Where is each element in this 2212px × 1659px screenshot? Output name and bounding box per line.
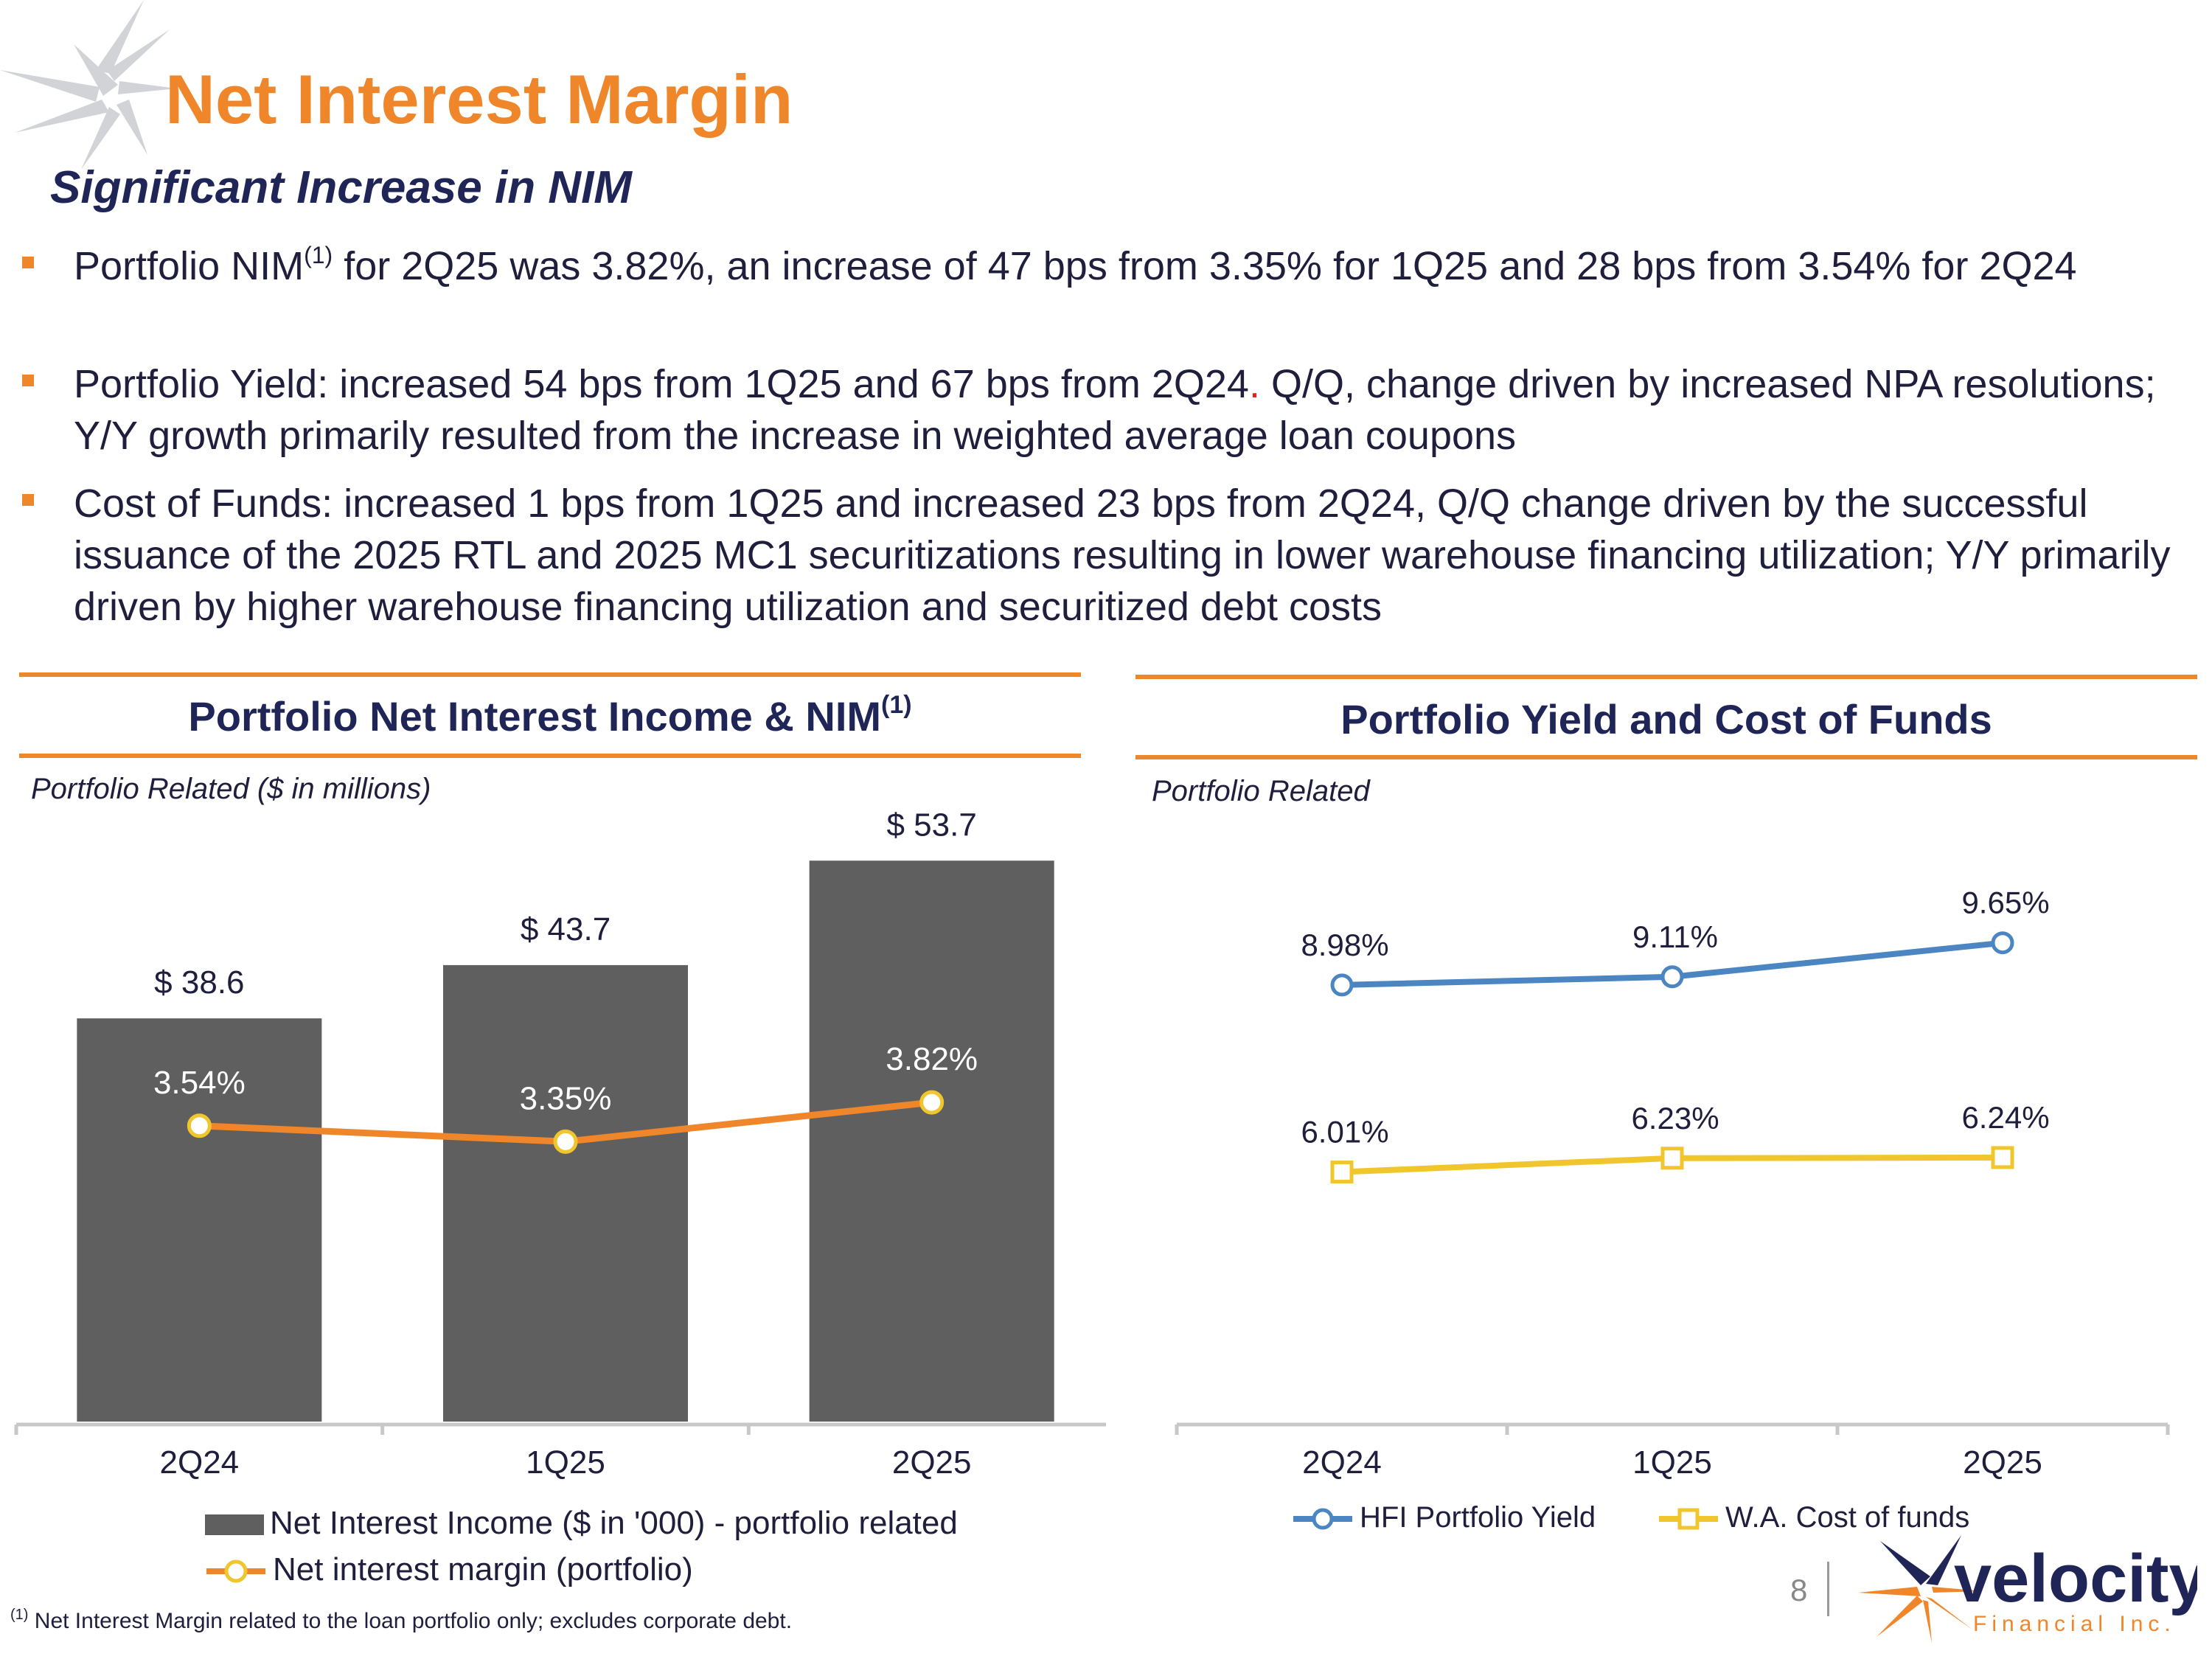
legend-label: HFI Portfolio Yield: [1360, 1501, 1596, 1534]
page-divider: [1827, 1562, 1829, 1616]
bullet-nim: Portfolio NIM(1) for 2Q25 was 3.82%, an …: [22, 240, 2190, 292]
x-tick-label: 2Q24: [1302, 1444, 1382, 1481]
right-panel-title: Portfolio Yield and Cost of Funds: [1340, 696, 1992, 742]
page-subtitle: Significant Increase in NIM: [50, 162, 632, 213]
bar-nii: [809, 860, 1054, 1422]
bullet-text: Portfolio NIM: [74, 244, 305, 288]
legend-item-nii: Net Interest Income ($ in '000) - portfo…: [205, 1507, 958, 1540]
yield-point: [1660, 965, 1684, 989]
bullet-period: .: [1248, 362, 1260, 406]
footnote-text: Net Interest Margin related to the loan …: [28, 1609, 793, 1633]
bullet-text: for 2Q25 was 3.82%, an increase of 47 bp…: [333, 244, 2077, 288]
page-number: 8: [1790, 1573, 1808, 1607]
footnote: (1) Net Interest Margin related to the l…: [10, 1607, 793, 1633]
bar-value-label: $ 38.6: [154, 964, 244, 1001]
bullet-square-icon: [22, 257, 34, 268]
cost-value-label: 6.24%: [1961, 1100, 2049, 1135]
page-title: Net Interest Margin: [165, 60, 793, 138]
left-panel-title: Portfolio Net Interest Income & NIM(1): [19, 692, 1081, 740]
legend-item-cost: W.A. Cost of funds: [1658, 1503, 1969, 1532]
nim-value-label: 3.35%: [520, 1080, 612, 1116]
cost-point: [1991, 1146, 2014, 1169]
x-tick-label: 1Q25: [1632, 1444, 1712, 1481]
bar-value-label: $ 43.7: [521, 911, 611, 947]
decorative-star-graphic: [0, 0, 177, 170]
bullet-yield: Portfolio Yield: increased 54 bps from 1…: [22, 358, 2190, 462]
bullet-text: Portfolio Yield: increased 54 bps from 1…: [74, 362, 1249, 406]
x-tick-label: 2Q25: [892, 1444, 972, 1481]
left-panel-rule-bottom: [19, 754, 1081, 758]
x-tick-label: 1Q25: [526, 1444, 605, 1481]
bar-value-label: $ 53.7: [886, 807, 976, 843]
cost-point: [1330, 1161, 1354, 1184]
legend-label: Net Interest Income ($ in '000) - portfo…: [270, 1505, 958, 1541]
legend-label: Net interest margin (portfolio): [273, 1551, 693, 1587]
cost-value-label: 6.01%: [1301, 1115, 1388, 1150]
right-panel-note: Portfolio Related: [1152, 775, 1370, 807]
legend-bar-swatch: [205, 1514, 264, 1536]
yield-point: [1330, 973, 1354, 997]
yield-value-label: 8.98%: [1301, 928, 1388, 962]
left-panel-title-text: Portfolio Net Interest Income & NIM: [188, 693, 882, 740]
left-panel-rule-top: [19, 672, 1081, 677]
bullet-square-icon: [22, 375, 34, 386]
footnote-ref: (1): [881, 691, 912, 719]
yield-point: [1991, 931, 2014, 955]
legend-item-nim: Net interest margin (portfolio): [205, 1554, 693, 1586]
right-panel-rule-top: [1135, 675, 2197, 679]
nii-nim-chart: $ 38.6 2Q24 $ 43.7 1Q25 $ 53.7 2Q25 3.54% 3.35%…: [14, 807, 1106, 1481]
footnote-ref: (1): [304, 242, 333, 268]
nim-point: [553, 1129, 578, 1154]
bullet-square-icon: [22, 494, 34, 506]
legend-item-yield: HFI Portfolio Yield: [1292, 1503, 1596, 1532]
right-panel-rule-bottom: [1135, 755, 2197, 759]
nim-value-label: 3.54%: [153, 1065, 246, 1101]
legend-line-circle-icon: [206, 1559, 265, 1583]
nim-value-label: 3.82%: [886, 1041, 978, 1077]
logo-tagline: Financial Inc.: [1973, 1612, 2176, 1636]
bullet-text: Q/Q, change driven by increased NPA reso…: [74, 362, 2156, 458]
x-tick-label: 2Q24: [160, 1444, 240, 1481]
cost-value-label: 6.23%: [1631, 1101, 1719, 1135]
logo-wordmark: velocity: [1954, 1541, 2197, 1616]
left-panel-note: Portfolio Related ($ in millions): [31, 773, 431, 805]
nim-point: [187, 1113, 212, 1138]
bar-nii: [77, 1018, 322, 1422]
legend-line-circle-icon: [1293, 1508, 1352, 1530]
logo-star-icon: [1858, 1535, 1983, 1643]
legend-line-square-icon: [1659, 1508, 1718, 1530]
bullet-text: Cost of Funds: increased 1 bps from 1Q25…: [74, 481, 2171, 629]
velocity-logo: velocity Financial Inc.: [1858, 1535, 2197, 1643]
yield-value-label: 9.11%: [1632, 919, 1718, 954]
nim-point: [919, 1090, 945, 1115]
cost-point: [1660, 1147, 1684, 1170]
yield-value-label: 9.65%: [1961, 886, 2049, 920]
x-tick-label: 2Q25: [1963, 1444, 2042, 1481]
bullet-cost-of-funds: Cost of Funds: increased 1 bps from 1Q25…: [22, 478, 2190, 633]
legend-label: W.A. Cost of funds: [1725, 1501, 1970, 1534]
bar-nii: [443, 964, 688, 1422]
footnote-ref: (1): [10, 1607, 29, 1623]
